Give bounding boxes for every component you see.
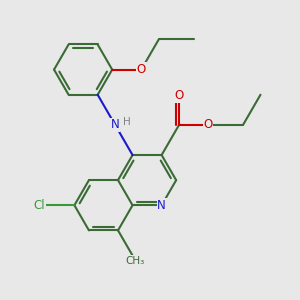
Text: CH₃: CH₃: [126, 256, 145, 266]
Text: N: N: [111, 118, 119, 131]
Text: O: O: [137, 63, 146, 76]
Text: Cl: Cl: [34, 199, 45, 212]
Text: H: H: [123, 117, 131, 127]
Text: N: N: [157, 199, 166, 212]
Text: O: O: [175, 89, 184, 102]
Text: O: O: [203, 118, 213, 131]
